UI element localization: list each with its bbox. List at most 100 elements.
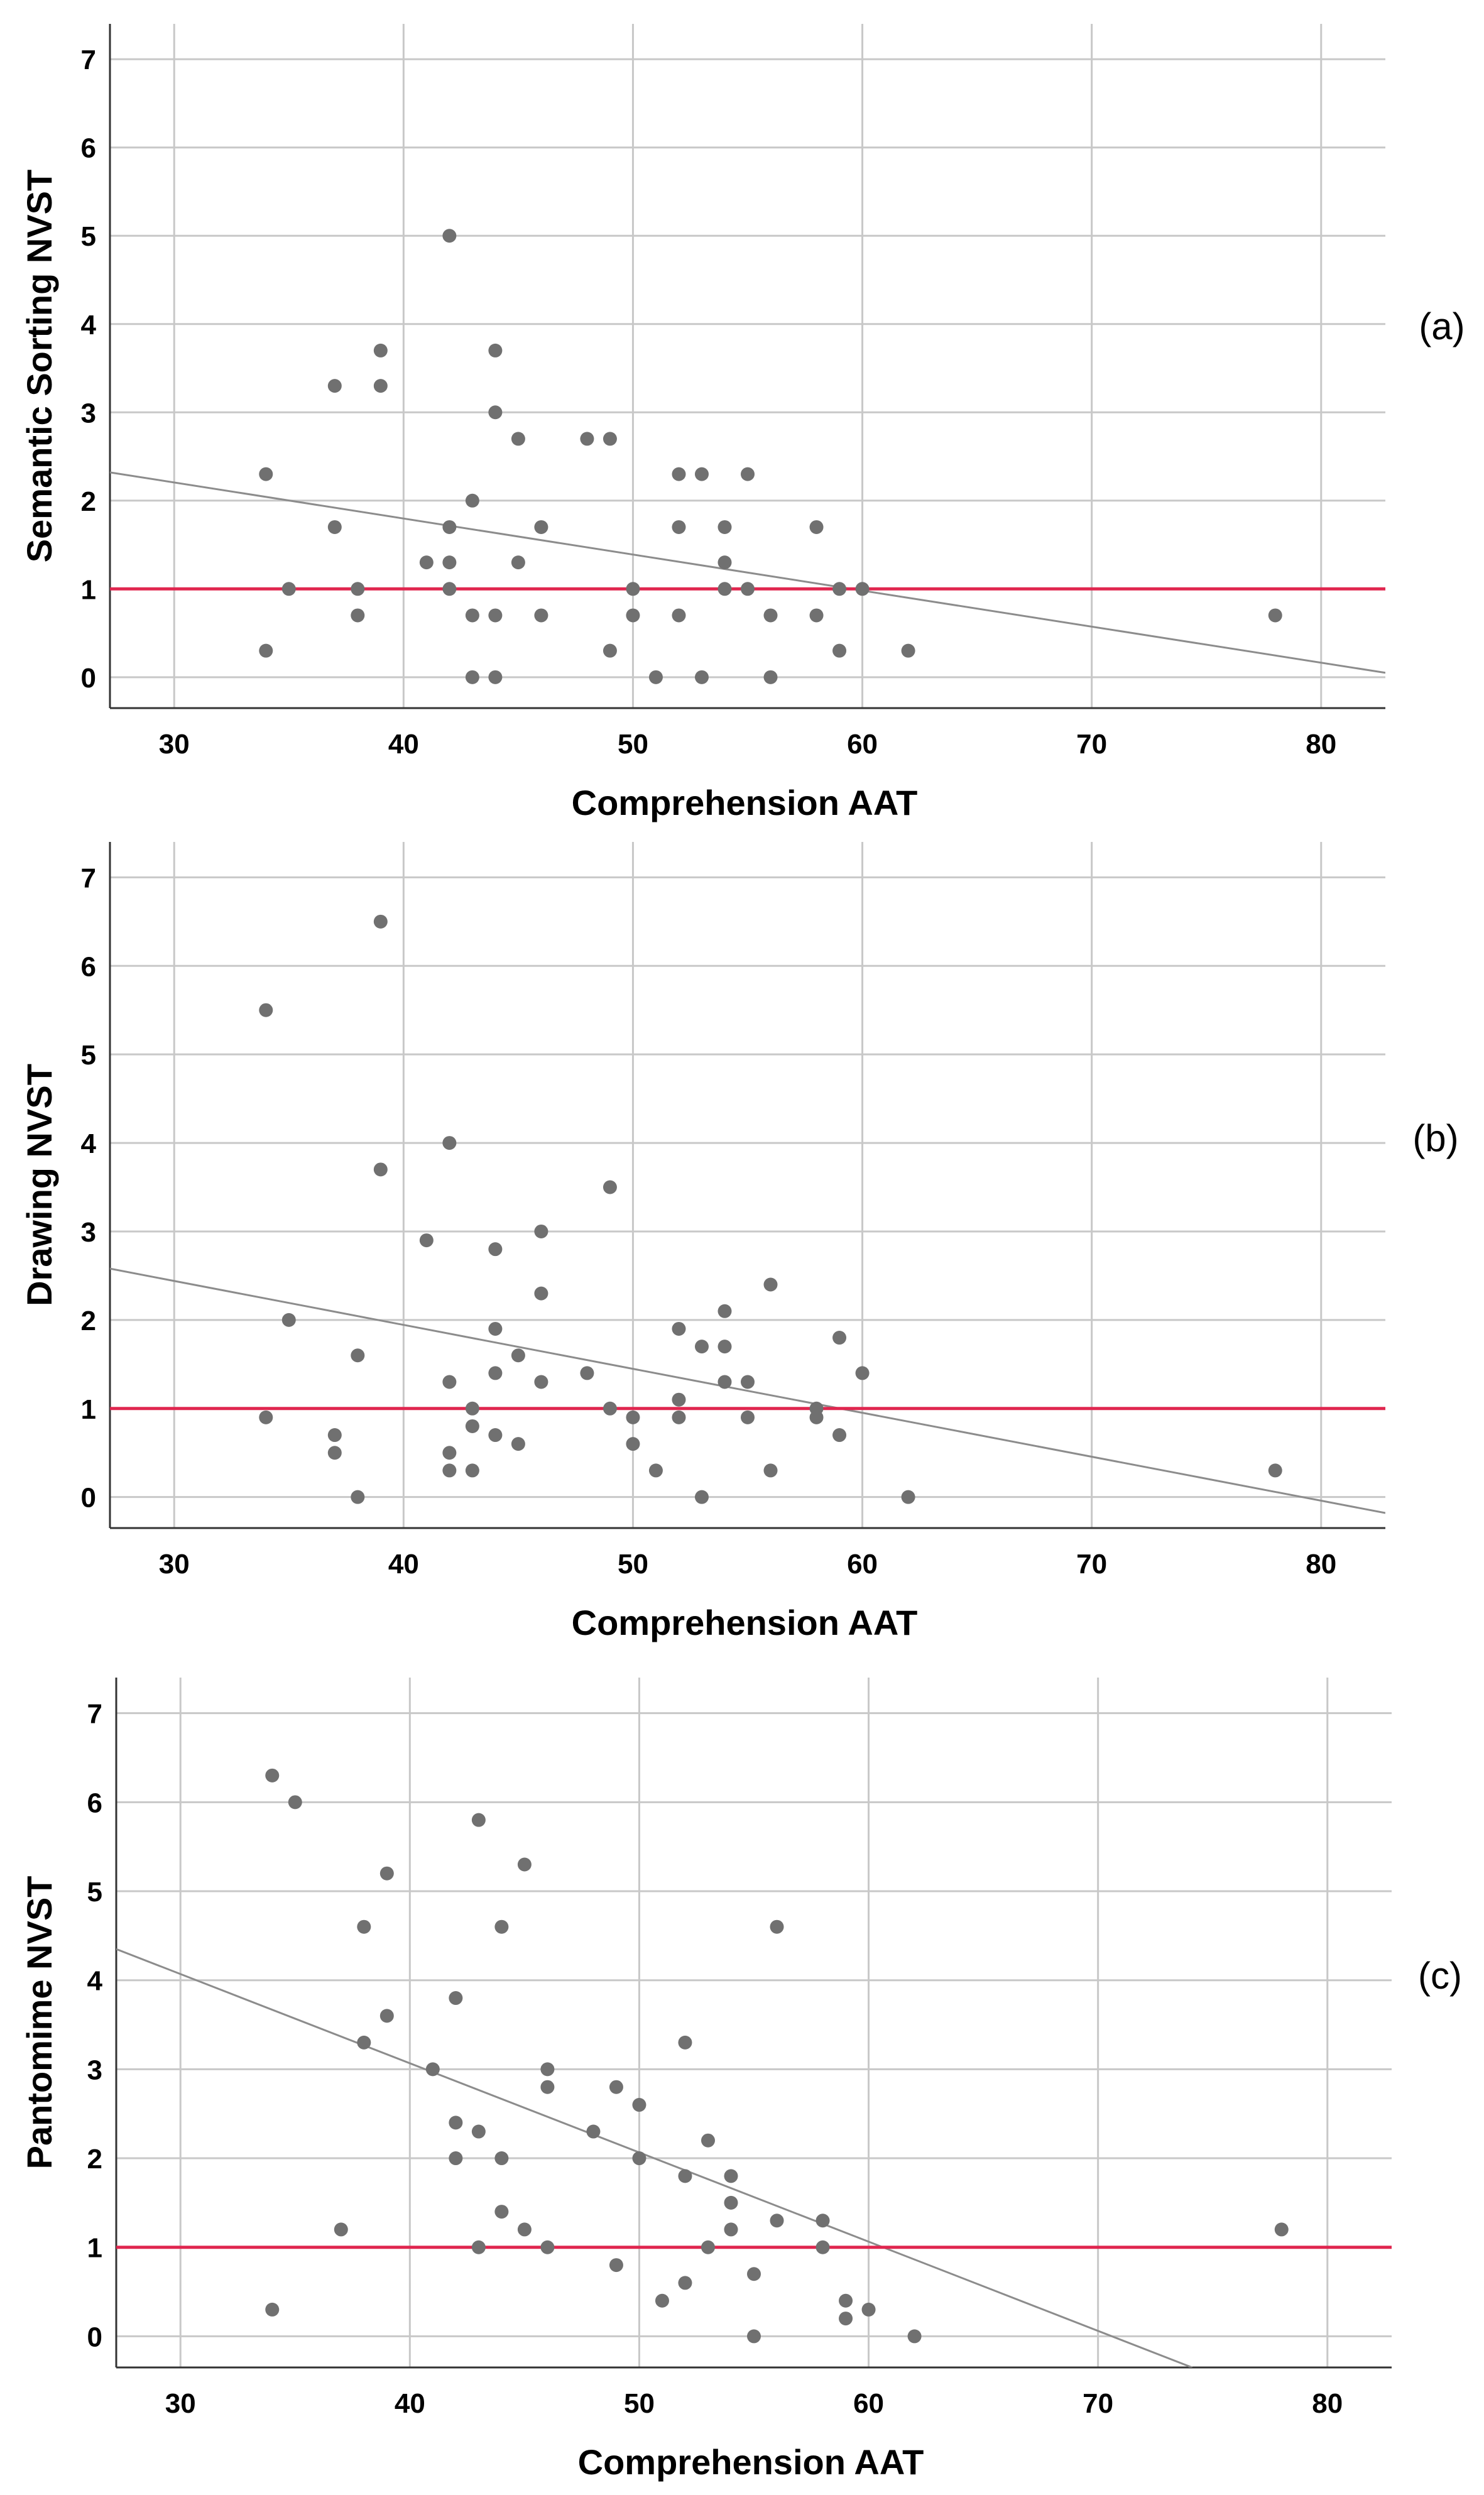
data-point [351,1490,365,1504]
data-point [770,2214,784,2228]
data-point [534,608,548,623]
data-point [281,1313,296,1327]
data-point [379,2009,394,2023]
data-point [678,2035,692,2050]
data-point [678,2276,692,2290]
data-point [465,493,479,508]
y-tick-label: 3 [87,2055,102,2085]
x-tick-label: 60 [847,1549,878,1580]
y-tick-label: 5 [87,1877,102,1908]
x-tick-label: 80 [1312,2388,1343,2419]
data-point [763,1277,778,1292]
data-point [603,1180,617,1194]
data-point [357,1919,371,1934]
data-point [648,670,663,684]
data-point [694,467,709,481]
y-axis-title: Semantic Sorting NVST [19,170,59,562]
y-tick-label: 1 [87,2233,102,2264]
data-point [832,1331,847,1345]
data-point [580,1366,594,1380]
data-point [511,1348,525,1363]
data-point [259,643,273,658]
data-point [327,520,342,534]
panel-label: (a) [1419,305,1465,347]
y-axis-title: Drawing NVST [19,1064,59,1306]
data-point [816,2240,830,2254]
panel-label: (c) [1418,1955,1462,1997]
data-point [259,1003,273,1017]
panel-b: 30 40 50 60 70 80 0 1 2 3 4 5 6 7 Comprehension AAT Dra… [19,842,1459,1642]
data-point [419,555,434,570]
data-point [488,343,503,358]
data-point [259,467,273,481]
y-tick-label: 2 [81,486,96,517]
data-point [770,1919,784,1934]
data-point [419,1233,434,1248]
data-point [747,2329,761,2344]
data-point [832,643,847,658]
plot-area [116,1768,1392,2367]
data-point [534,1375,548,1389]
data-point [855,1366,870,1380]
data-point [488,405,503,420]
data-point [442,1136,457,1150]
grid [110,842,1385,1528]
x-tick-label: 70 [1076,729,1107,760]
data-point [672,608,686,623]
y-tick-label: 7 [81,45,96,75]
fit-line [110,1267,1385,1514]
data-point [465,608,479,623]
data-point [540,2062,555,2077]
data-point [747,2267,761,2281]
data-point [609,2080,623,2094]
data-point [488,1366,503,1380]
data-point [334,2222,348,2237]
data-point [357,2035,371,2050]
data-point [832,1428,847,1443]
data-point [442,229,457,243]
data-point [741,1410,755,1424]
data-point [655,2293,669,2308]
data-point [288,1795,302,1810]
data-point [488,608,503,623]
data-point [465,1419,479,1433]
x-tick-label: 80 [1306,1549,1336,1580]
data-point [379,1866,394,1881]
y-tick-label: 4 [87,1966,103,1997]
data-point [741,582,755,596]
data-point [672,1410,686,1424]
data-point [327,1428,342,1443]
data-point [442,555,457,570]
data-point [425,2062,440,2077]
x-tick-label: 50 [624,2388,655,2419]
data-point [626,1410,640,1424]
y-tick-label: 4 [81,310,97,341]
data-point [672,467,686,481]
data-point [901,643,915,658]
data-point [763,608,778,623]
data-point [534,520,548,534]
data-point [265,2302,280,2317]
data-point [694,670,709,684]
y-tick-label: 0 [87,2322,102,2352]
data-point [517,2222,532,2237]
data-point [465,1463,479,1478]
data-point [494,1919,509,1934]
data-point [281,582,296,596]
y-tick-label: 0 [81,1483,96,1514]
data-point [809,608,824,623]
grid [116,1678,1392,2367]
data-point [465,670,479,684]
x-tick-label: 40 [388,1549,419,1580]
x-axis-title: Comprehension AAT [578,2442,924,2482]
x-tick-label: 30 [159,1549,190,1580]
data-point [511,1437,525,1451]
y-tick-label: 2 [87,2144,102,2175]
data-point [763,670,778,684]
data-point [855,582,870,596]
data-point [488,1428,503,1443]
data-point [701,2240,715,2254]
data-point [511,555,525,570]
panel-label: (b) [1412,1117,1458,1159]
